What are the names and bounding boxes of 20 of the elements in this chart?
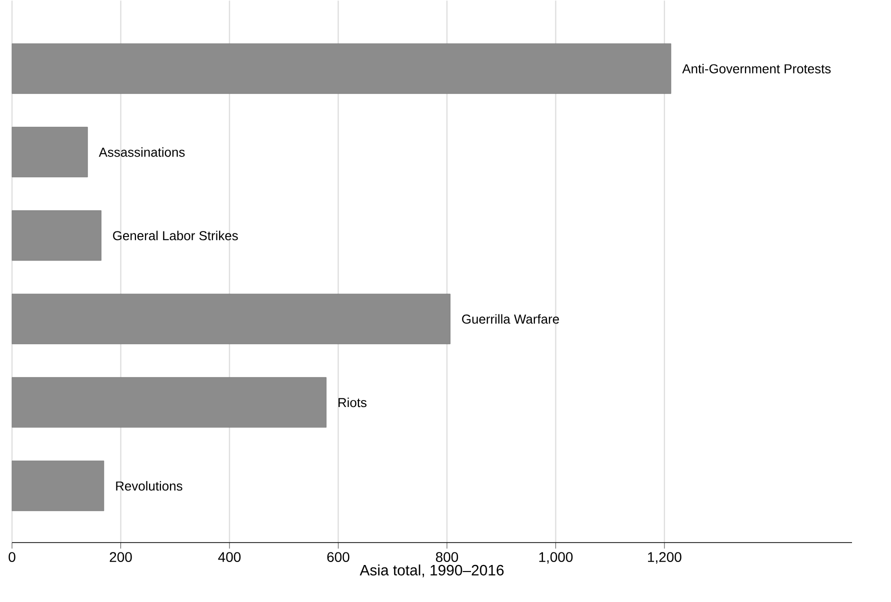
bar — [12, 127, 88, 178]
x-tick-label: 1,000 — [539, 552, 573, 564]
x-tick-label: 200 — [110, 552, 132, 562]
y-tick-label: Riots — [338, 398, 367, 408]
bar — [12, 294, 450, 344]
bar — [12, 377, 326, 428]
y-tick-label: General Labor Strikes — [113, 230, 238, 240]
x-tick-label: 600 — [327, 552, 350, 562]
bar — [12, 460, 104, 512]
x-tick-label: 0 — [8, 552, 16, 562]
y-tick-label: Anti-Government Protests — [682, 64, 831, 74]
y-tick-label: Revolutions — [116, 481, 182, 491]
x-tick-label: 400 — [218, 552, 241, 562]
y-tick-label: Assassinations — [98, 148, 185, 158]
x-axis-title: Asia total, 1990–2016 — [360, 564, 504, 578]
x-tick-label: 800 — [436, 552, 458, 562]
y-tick-label: Guerrilla Warfare — [462, 314, 559, 324]
bar — [12, 210, 102, 261]
x-tick-label: 1,200 — [648, 552, 682, 564]
bar — [12, 44, 672, 94]
